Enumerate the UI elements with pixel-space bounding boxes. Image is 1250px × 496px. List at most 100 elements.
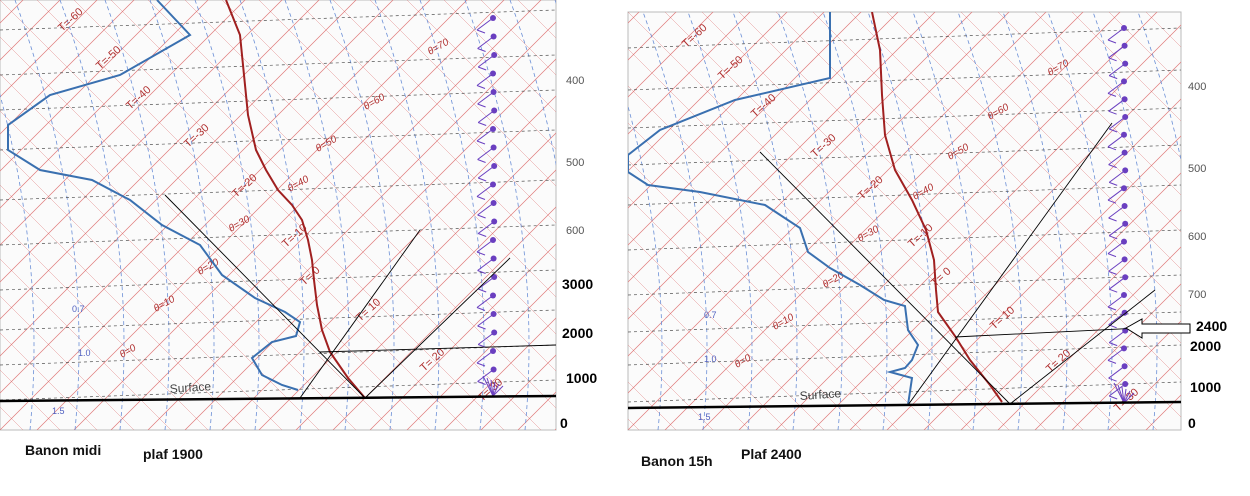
- wind-barb-flag: [478, 122, 487, 126]
- wind-barb-flag: [1109, 128, 1118, 133]
- wind-barb-flag: [1107, 39, 1117, 44]
- pressure-line: [628, 381, 1181, 403]
- dry-adiabat-curve: [194, 0, 260, 430]
- wind-barb-flag: [477, 270, 486, 274]
- wind-barb-staff: [1107, 294, 1125, 308]
- wind-barb-flag: [477, 214, 486, 219]
- isotherm-line: [628, 12, 973, 357]
- altitude-tick-label: 1000: [566, 370, 597, 386]
- dry-adiabat-curve: [732, 12, 798, 430]
- left-sounding-panel: T=-60T=-50T=-40T=-30T=-20T=-10T= 0T= 10T…: [0, 0, 597, 431]
- wind-barb-staff: [1108, 98, 1125, 112]
- pressure-line: [0, 309, 556, 331]
- humidity-label: 0.7: [704, 310, 717, 320]
- grid-diagonal: [628, 307, 751, 430]
- wind-barb-staff: [477, 276, 495, 290]
- pressure-line: [0, 269, 556, 291]
- isotherm-line: [0, 0, 283, 283]
- grid-diagonal: [997, 12, 1181, 196]
- pressure-line: [0, 379, 556, 401]
- isotherm-line: [628, 12, 677, 61]
- altitude-tick-label: 0: [560, 415, 568, 431]
- wind-barb-flag: [1109, 75, 1118, 80]
- dry-adiabat-curve: [104, 0, 170, 430]
- grid-diagonal: [0, 332, 98, 430]
- grid-diagonal: [332, 0, 556, 224]
- grid-diagonal: [0, 369, 61, 430]
- wind-barb-staff: [1108, 330, 1126, 344]
- pressure-line: [628, 229, 1181, 251]
- isotherm-line: [332, 206, 556, 430]
- wind-barb-staff: [477, 147, 494, 160]
- isotherm-line: [0, 0, 172, 172]
- wind-barb-staff: [476, 239, 494, 253]
- wind-barb-staff: [477, 202, 494, 216]
- wind-barb-staff: [477, 36, 494, 49]
- isotherm-line: [221, 95, 556, 430]
- left-dewpoint-curve: [7, 0, 302, 391]
- humidity-label: 1.5: [52, 406, 65, 416]
- surface-wind-barb: [1117, 384, 1125, 404]
- wind-barb-flag: [1107, 253, 1117, 258]
- surface-label: Surface: [169, 379, 212, 396]
- left-wind-barbs: [476, 15, 504, 397]
- grid-diagonal: [1034, 12, 1181, 159]
- wind-barb-staff: [1108, 276, 1126, 290]
- grid-diagonal: [36, 0, 468, 430]
- left-temperature-curve: [225, 0, 366, 399]
- isotherm-line: [0, 0, 394, 394]
- pressure-tick-label: 400: [1188, 81, 1206, 93]
- wind-barb-flag: [478, 66, 487, 71]
- grid-diagonal: [0, 258, 172, 430]
- grid-diagonal: [0, 184, 246, 430]
- surface-wind-barb: [1123, 392, 1135, 404]
- wind-barb-staff: [1108, 63, 1126, 76]
- surface-label: Surface: [799, 386, 842, 403]
- wind-barb-staff: [1107, 27, 1125, 41]
- grid-diagonal: [221, 0, 556, 335]
- wind-barb-flag: [1108, 164, 1117, 169]
- pressure-tick-label: 500: [566, 157, 584, 169]
- isotherm-line: [628, 12, 936, 320]
- wind-barb-flag: [1109, 288, 1118, 293]
- isotherm-line: [443, 317, 556, 430]
- dry-adiabat-curve: [149, 0, 215, 430]
- right-isotherm-lines: [628, 12, 1250, 462]
- altitude-tick-label: 2000: [562, 325, 593, 341]
- isotherm-line: [1071, 320, 1181, 430]
- grid-diagonal: [628, 381, 677, 430]
- grid-diagonal: [406, 0, 556, 150]
- wind-barb-staff: [1108, 365, 1125, 379]
- wind-barb-staff: [477, 258, 494, 271]
- grid-diagonal: [849, 12, 1181, 344]
- wind-barb-flag: [477, 325, 486, 330]
- surface-wind-barb: [492, 383, 500, 397]
- wind-barb-flag: [1109, 342, 1118, 347]
- isotherm-line: [0, 0, 320, 320]
- grid-diagonal: [664, 12, 1084, 430]
- grid-diagonal: [0, 221, 209, 430]
- grid-diagonal: [628, 12, 1047, 430]
- grid-diagonal: [0, 147, 283, 430]
- grid-diagonal: [258, 0, 556, 298]
- wind-barb-flag: [476, 251, 486, 256]
- wind-barb-flag: [478, 233, 487, 237]
- wind-barb-staff: [476, 184, 494, 197]
- pressure-tick-label: 500: [1188, 163, 1206, 175]
- dry-adiabat-curve: [464, 0, 530, 430]
- dry-adiabat-curve: [628, 105, 663, 430]
- grid-diagonal: [1220, 12, 1250, 462]
- isotherm-line: [628, 12, 1010, 394]
- wind-barb-staff: [476, 17, 494, 31]
- grid-diagonal: [0, 36, 394, 430]
- humidity-label: 0.7: [72, 304, 85, 314]
- pressure-line: [628, 69, 1181, 91]
- right-dry-adiabats: [628, 12, 1181, 430]
- pressure-line: [0, 9, 556, 31]
- dry-adiabat-curve: [912, 12, 978, 430]
- isotherm-line: [628, 12, 862, 246]
- isotherm-line: [369, 243, 556, 430]
- wind-barb-flag: [476, 85, 486, 89]
- wind-barb-flag: [476, 140, 486, 145]
- isotherm-line: [628, 12, 1047, 430]
